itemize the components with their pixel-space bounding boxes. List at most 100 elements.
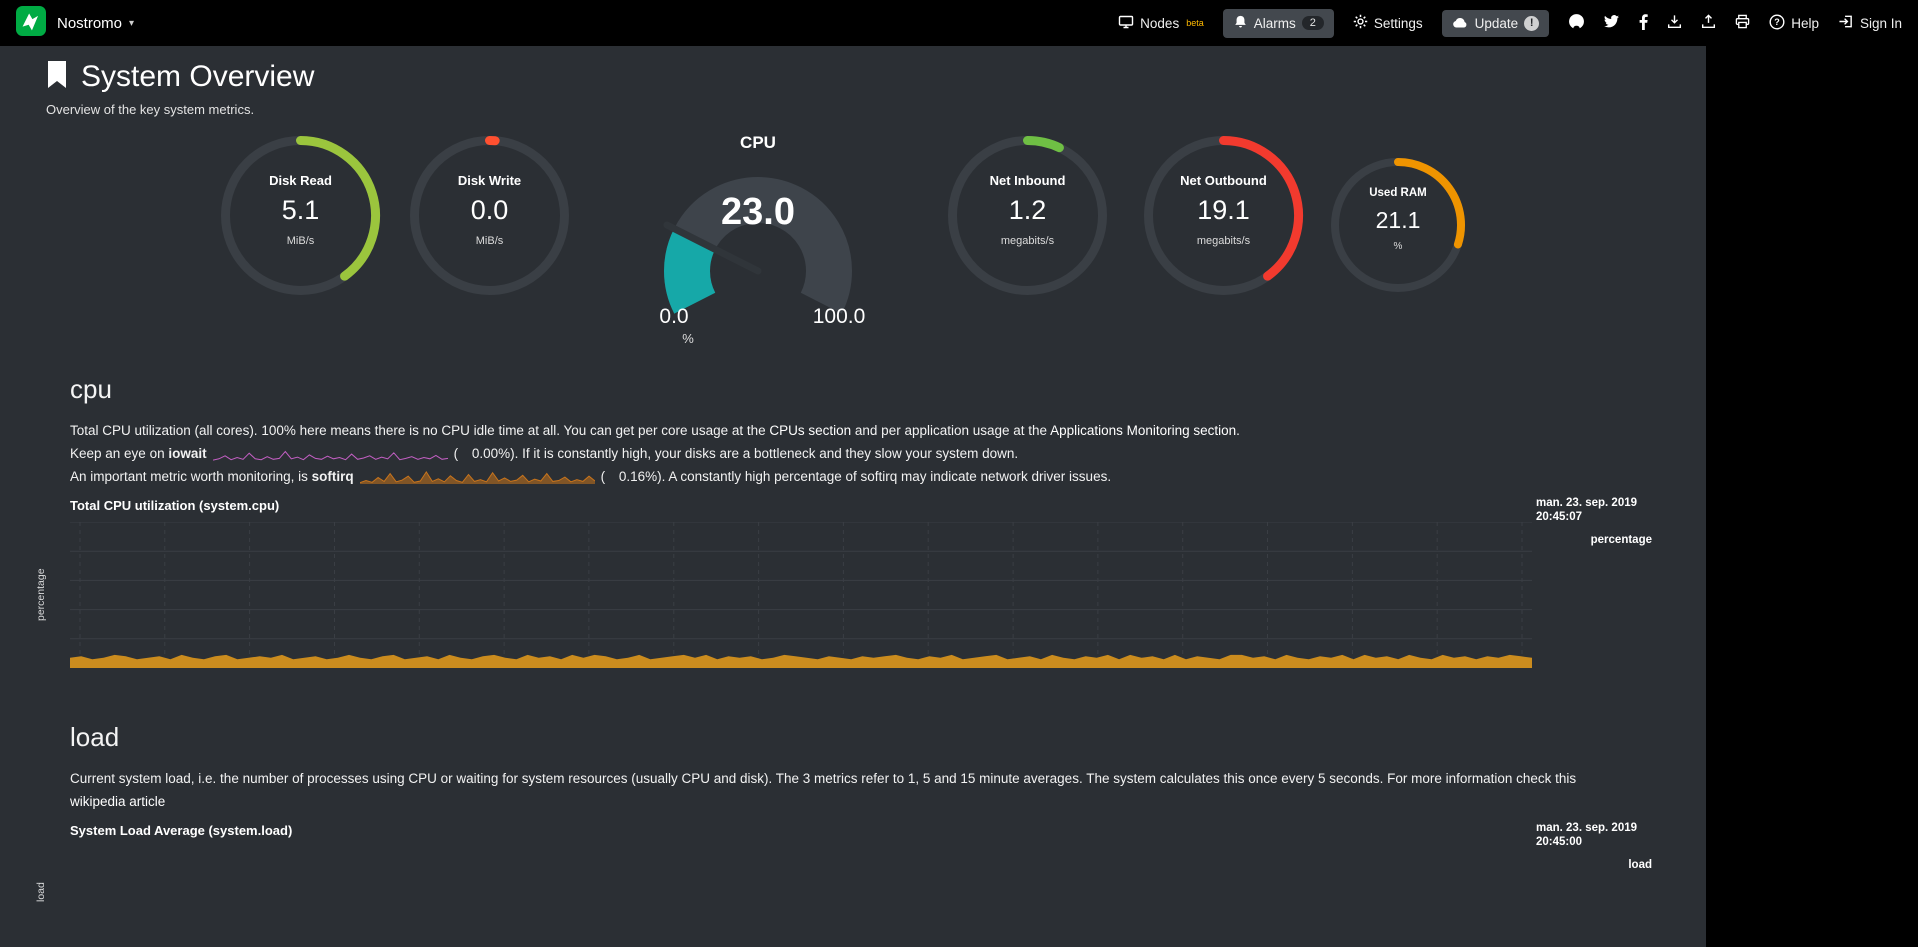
bookmark-icon: [46, 61, 68, 93]
gauges-row: Disk Read 5.1 MiB/s Disk Write 0.0 MiB/s CPU…: [218, 133, 1706, 348]
text: Keep an eye on: [70, 446, 169, 461]
svg-text:?: ?: [1774, 17, 1780, 27]
legend-date: man. 23. sep. 2019: [1536, 822, 1638, 834]
cpu-chart-canvas[interactable]: [70, 522, 1532, 668]
download-icon: [1667, 14, 1682, 32]
hostname-label: Nostromo: [57, 14, 123, 32]
question-circle-icon: ?: [1769, 13, 1785, 33]
load-chart: System Load Average (system.load) load m…: [35, 821, 1652, 947]
text: Total CPU utilization (all cores). 100% …: [70, 423, 770, 438]
facebook-link[interactable]: [1639, 13, 1648, 33]
sign-in-icon: [1838, 14, 1854, 32]
nodes-label: Nodes: [1140, 15, 1180, 31]
settings-button[interactable]: Settings: [1353, 14, 1423, 32]
gauge-unit: %: [1393, 241, 1403, 252]
text: ).: [657, 469, 666, 484]
net-inbound-gauge[interactable]: Net Inbound 1.2 megabits/s: [945, 133, 1110, 298]
iowait-value: 0.00%: [471, 446, 511, 461]
cpu-gauge[interactable]: CPU 23.0 0.0 100.0 %: [628, 133, 888, 348]
cloud-icon: [1452, 15, 1469, 32]
load-chart-legend: man. 23. sep. 2019 20:45:00 load: [1536, 821, 1652, 872]
gauge-unit: MiB/s: [286, 235, 315, 247]
gauge-value: 19.1: [1197, 195, 1250, 225]
github-link[interactable]: [1568, 13, 1585, 33]
bell-icon: [1233, 14, 1248, 33]
text: A constantly high percentage of softirq …: [665, 469, 1112, 484]
settings-label: Settings: [1373, 15, 1423, 31]
cpus-section-link[interactable]: CPUs section: [769, 423, 852, 438]
legend-unit: load: [1628, 859, 1652, 871]
gauge-value: 0.0: [470, 195, 509, 225]
cpu-chart-xticks: [70, 674, 1532, 688]
print-icon: [1735, 14, 1750, 32]
gauge-unit: megabits/s: [1196, 235, 1251, 247]
cpu-gauge-value: 23.0: [721, 191, 795, 233]
upload-icon: [1701, 14, 1716, 32]
update-label: Update: [1474, 15, 1519, 31]
hostname-dropdown[interactable]: Nostromo ▾: [57, 15, 134, 32]
netdata-logo-icon[interactable]: [16, 5, 46, 41]
load-description: Current system load, i.e. the number of …: [70, 767, 1650, 813]
twitter-icon: [1604, 14, 1620, 32]
legend-time: 20:45:07: [1536, 511, 1583, 523]
gauge-label: Disk Write: [457, 173, 522, 188]
nodes-beta-badge: beta: [1186, 18, 1204, 28]
used-ram-gauge[interactable]: Used RAM 21.1%: [1328, 155, 1468, 295]
nodes-button[interactable]: Nodes beta: [1118, 14, 1204, 33]
signin-label: Sign In: [1859, 15, 1902, 31]
print-button[interactable]: [1735, 14, 1750, 32]
load-chart-xticks: [70, 943, 1532, 947]
github-icon: [1568, 13, 1585, 33]
gauge-label: Used RAM: [1369, 187, 1427, 199]
cpu-description-line2: Keep an eye on iowait (0.00%). If it is c…: [70, 442, 1650, 465]
main-content: System Overview Overview of the key syst…: [0, 46, 1706, 947]
net-outbound-gauge[interactable]: Net Outbound 19.1 megabits/s: [1141, 133, 1306, 298]
text: If it is constantly high, your disks are…: [518, 446, 1019, 461]
import-snapshot-button[interactable]: [1667, 14, 1682, 32]
signin-button[interactable]: Sign In: [1838, 14, 1902, 32]
load-chart-ylabel: load: [35, 882, 47, 902]
applications-monitoring-link[interactable]: Applications Monitoring section: [1050, 423, 1237, 438]
legend-unit: percentage: [1590, 534, 1652, 546]
disk-read-gauge[interactable]: Disk Read 5.1 MiB/s: [218, 133, 383, 298]
update-alert-badge: !: [1524, 15, 1540, 31]
gear-icon: [1353, 14, 1368, 32]
wikipedia-article-link[interactable]: wikipedia article: [70, 794, 166, 809]
cpu-gauge-unit: %: [682, 331, 694, 346]
facebook-icon: [1639, 13, 1648, 33]
topbar-menu: Nodes beta Alarms 2 Settings Update ! ? H…: [1118, 8, 1902, 38]
gauge-label: Net Inbound: [989, 173, 1066, 188]
text: (: [600, 469, 606, 484]
disk-write-gauge[interactable]: Disk Write 0.0 MiB/s: [407, 133, 572, 298]
cpu-chart-ylabel: percentage: [35, 568, 47, 622]
help-button[interactable]: ? Help: [1769, 13, 1819, 33]
load-chart-canvas[interactable]: [70, 847, 370, 947]
cpu-gauge-title: CPU: [740, 133, 776, 152]
page-title: System Overview: [81, 60, 315, 93]
text: An important metric worth monitoring, is: [70, 469, 312, 484]
cpu-section-heading: cpu: [70, 374, 112, 404]
softirq-sparkline[interactable]: [359, 469, 595, 484]
gauge-value: 1.2: [1008, 195, 1047, 225]
gauge-label: Disk Read: [269, 173, 332, 188]
help-label: Help: [1791, 15, 1819, 31]
softirq-value: 0.16%: [618, 469, 658, 484]
update-button[interactable]: Update !: [1441, 9, 1550, 37]
gauge-unit: MiB/s: [475, 235, 504, 247]
iowait-sparkline[interactable]: [212, 446, 448, 461]
iowait-term: iowait: [168, 446, 207, 461]
topbar: Nostromo ▾ Nodes beta Alarms 2 Settings U…: [0, 0, 1918, 46]
load-section-heading: load: [70, 722, 120, 752]
alarms-button[interactable]: Alarms 2: [1222, 8, 1334, 38]
cpu-gauge-max: 100.0: [812, 305, 866, 328]
cpu-gauge-min: 0.0: [659, 305, 689, 328]
cpu-description: Total CPU utilization (all cores). 100% …: [70, 419, 1650, 488]
gauge-label: Net Outbound: [1180, 173, 1267, 188]
gauge-value: 21.1: [1375, 207, 1421, 233]
cpu-description-line3: An important metric worth monitoring, is…: [70, 465, 1650, 488]
cpu-gauge-dial: [663, 177, 852, 314]
export-snapshot-button[interactable]: [1701, 14, 1716, 32]
text: (: [453, 446, 459, 461]
twitter-link[interactable]: [1604, 14, 1620, 32]
legend-date: man. 23. sep. 2019: [1536, 497, 1638, 509]
